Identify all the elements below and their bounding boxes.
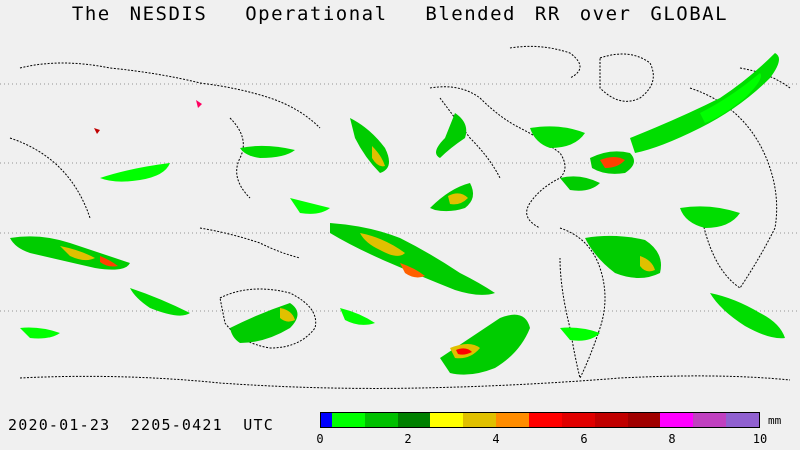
colorbar-tick-label: 10 <box>752 432 768 446</box>
colorbar-tick-label: 0 <box>316 432 324 446</box>
rainfall-areas <box>10 53 785 375</box>
colorbar-segment <box>463 413 497 427</box>
colorbar-segment <box>321 413 332 427</box>
map-title: The NESDIS Operational Blended RR over G… <box>71 3 729 25</box>
colorbar-segment <box>430 413 464 427</box>
global-rainfall-map <box>0 45 800 389</box>
colorbar-segment <box>594 413 628 427</box>
colorbar-segment <box>561 413 595 427</box>
colorbar-segment <box>496 413 529 427</box>
colorbar-tick-label: 8 <box>668 432 676 446</box>
colorbar-segment <box>627 413 661 427</box>
colorbar-segment <box>660 413 694 427</box>
colorbar-tick-label: 4 <box>492 432 500 446</box>
valid-time-label: 2020-01-23 2205-0421 UTC <box>8 416 274 434</box>
colorbar-segment <box>331 413 365 427</box>
colorbar-unit: mm <box>768 414 782 427</box>
colorbar-segment <box>529 413 562 427</box>
colorbar-tick-label: 2 <box>404 432 412 446</box>
colorbar-segment <box>726 413 759 427</box>
colorbar-segment <box>364 413 398 427</box>
rainfall-colorbar <box>320 412 760 428</box>
graticule <box>0 83 800 312</box>
colorbar-tick-label: 6 <box>580 432 588 446</box>
coastlines <box>9 45 791 389</box>
colorbar-segment <box>397 413 431 427</box>
colorbar-segment <box>693 413 727 427</box>
